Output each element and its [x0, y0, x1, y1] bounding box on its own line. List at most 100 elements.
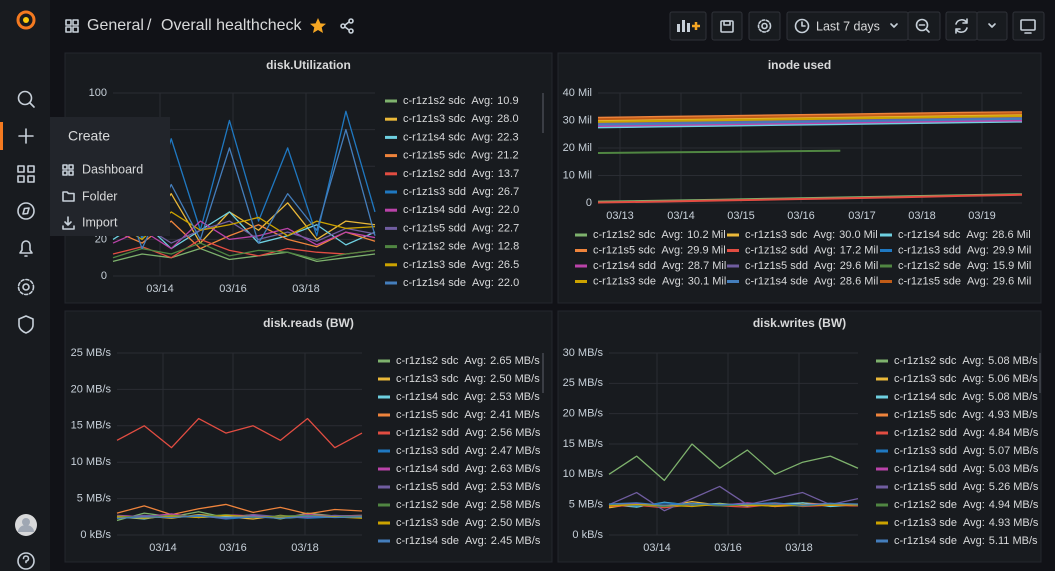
legend-avg-label: Avg: — [464, 355, 486, 367]
share-icon[interactable] — [341, 19, 353, 33]
legend-name: c-r1z1s4 sde — [745, 275, 808, 287]
legend-entry: c-r1z1s5 sdcAvg:21.2 — [403, 150, 519, 162]
save-button[interactable] — [712, 12, 742, 40]
y-tick-label: 100 — [89, 87, 107, 99]
x-tick-label: 03/16 — [787, 210, 815, 222]
legend-avg-label: Avg: — [662, 260, 684, 272]
legend-entry: c-r1z1s3 sdcAvg:28.0 — [403, 113, 519, 125]
menu-item[interactable]: Folder — [82, 189, 117, 203]
legend-name: c-r1z1s2 sdd — [403, 168, 466, 180]
legend-entry: c-r1z1s3 sdeAvg:26.5 — [403, 259, 519, 271]
legend-avg-label: Avg: — [471, 131, 493, 143]
legend-avg-value: 2.47 MB/s — [491, 445, 541, 457]
legend-avg-label: Avg: — [967, 260, 989, 272]
y-tick-label: 25 MB/s — [71, 347, 112, 359]
active-indicator — [0, 122, 3, 150]
x-tick-label: 03/16 — [714, 542, 742, 554]
x-tick-label: 03/16 — [219, 283, 247, 295]
zoom-out-button[interactable] — [908, 12, 940, 40]
legend-avg-value: 4.93 MB/s — [989, 517, 1039, 529]
dashboard-title[interactable]: Overall healthcheck — [161, 17, 303, 34]
legend-avg-value: 2.41 MB/s — [490, 409, 540, 421]
legend-avg-value: 2.53 MB/s — [490, 391, 540, 403]
legend-name: c-r1z1s4 sdd — [403, 204, 466, 216]
legend-avg-value: 22.7 — [498, 222, 519, 234]
y-tick-label: 15 MB/s — [563, 438, 604, 450]
x-tick-label: 03/13 — [606, 210, 634, 222]
panel-title: disk.Utilization — [266, 58, 351, 72]
menu-item[interactable]: Import — [82, 215, 118, 229]
panel-title: inode used — [768, 58, 831, 72]
legend-name: c-r1z1s5 sde — [898, 275, 961, 287]
legend-entry: c-r1z1s2 sdcAvg:5.08 MB/s — [894, 355, 1038, 367]
x-tick-label: 03/16 — [219, 542, 247, 554]
legend-avg-value: 4.93 MB/s — [988, 409, 1038, 421]
legend-avg-label: Avg: — [814, 275, 836, 287]
legend-avg-value: 28.7 Mil — [688, 260, 727, 272]
legend-entry: c-r1z1s3 sddAvg:26.7 — [403, 186, 519, 198]
legend-avg-value: 4.94 MB/s — [989, 499, 1039, 511]
legend-avg-label: Avg: — [814, 260, 836, 272]
legend-name: c-r1z1s3 sdd — [403, 186, 466, 198]
legend-avg-label: Avg: — [963, 499, 985, 511]
legend-avg-value: 22.0 — [498, 277, 519, 289]
legend-avg-label: Avg: — [472, 168, 494, 180]
legend-name: c-r1z1s4 sde — [396, 535, 459, 547]
favorite-star[interactable] — [310, 18, 326, 33]
view-mode-button[interactable] — [1013, 12, 1044, 40]
y-tick-label: 25 MB/s — [563, 377, 604, 389]
x-tick-label: 03/14 — [667, 210, 695, 222]
legend-entry: c-r1z1s5 sdcAvg:2.41 MB/s — [396, 409, 540, 421]
legend-avg-label: Avg: — [962, 355, 984, 367]
legend-entry: c-r1z1s3 sddAvg:2.47 MB/s — [396, 445, 541, 457]
legend-avg-value: 2.53 MB/s — [491, 481, 541, 493]
legend-name: c-r1z1s3 sdd — [894, 445, 957, 457]
y-tick-label: 30 Mil — [563, 114, 592, 126]
panel: inode used010 Mil20 Mil30 Mil40 Mil03/13… — [558, 53, 1041, 303]
legend-entry: c-r1z1s3 sddAvg:5.07 MB/s — [894, 445, 1039, 457]
x-tick-label: 03/18 — [291, 542, 319, 554]
legend-name: c-r1z1s3 sdc — [745, 229, 808, 241]
legend-avg-label: Avg: — [662, 275, 684, 287]
menu-title[interactable]: Create — [68, 128, 110, 144]
legend-avg-value: 2.58 MB/s — [491, 499, 541, 511]
legend-entry: c-r1z1s4 sdeAvg:22.0 — [403, 277, 519, 289]
y-tick-label: 20 MB/s — [71, 383, 112, 395]
legend-avg-value: 5.26 MB/s — [989, 481, 1039, 493]
legend-name: c-r1z1s3 sdd — [898, 244, 961, 256]
legend-entry: c-r1z1s4 sdeAvg:5.11 MB/s — [894, 535, 1038, 547]
settings-button[interactable] — [749, 12, 780, 40]
legend-name: c-r1z1s5 sdd — [396, 481, 459, 493]
user-avatar[interactable] — [15, 514, 37, 536]
legend-entry: c-r1z1s4 sdcAvg:2.53 MB/s — [396, 391, 540, 403]
legend-name: c-r1z1s5 sdc — [396, 409, 459, 421]
legend-avg-value: 30.0 Mil — [839, 229, 878, 241]
y-tick-label: 0 — [586, 197, 592, 209]
legend-avg-value: 5.11 MB/s — [989, 535, 1038, 547]
folder-link[interactable]: General — [87, 17, 144, 34]
legend-name: c-r1z1s2 sde — [396, 499, 459, 511]
legend-avg-label: Avg: — [464, 373, 486, 385]
panel-title: disk.reads (BW) — [263, 316, 354, 330]
legend-name: c-r1z1s2 sde — [403, 241, 466, 253]
legend-name: c-r1z1s3 sdc — [403, 113, 466, 125]
x-tick-label: 03/19 — [968, 210, 996, 222]
legend-name: c-r1z1s2 sdc — [396, 355, 459, 367]
refresh-button[interactable] — [946, 12, 977, 40]
legend-name: c-r1z1s2 sdc — [593, 229, 656, 241]
legend-avg-label: Avg: — [814, 244, 836, 256]
menu-item[interactable]: Dashboard — [82, 162, 143, 176]
time-range-label: Last 7 days — [816, 19, 880, 33]
legend-avg-value: 10.2 Mil — [687, 229, 726, 241]
legend-entry: c-r1z1s5 sddAvg:22.7 — [403, 222, 519, 234]
legend-name: c-r1z1s2 sdc — [403, 95, 466, 107]
legend-entry: c-r1z1s3 sdeAvg:2.50 MB/s — [396, 517, 541, 529]
legend-avg-label: Avg: — [963, 481, 985, 493]
legend-avg-value: 5.03 MB/s — [989, 463, 1039, 475]
panel: disk.reads (BW)0 kB/s5 MB/s10 MB/s15 MB/… — [65, 311, 552, 562]
legend-avg-label: Avg: — [963, 517, 985, 529]
legend-avg-value: 2.63 MB/s — [491, 463, 541, 475]
legend-entry: c-r1z1s2 sdeAvg:2.58 MB/s — [396, 499, 541, 511]
legend-avg-value: 29.6 Mil — [993, 275, 1032, 287]
